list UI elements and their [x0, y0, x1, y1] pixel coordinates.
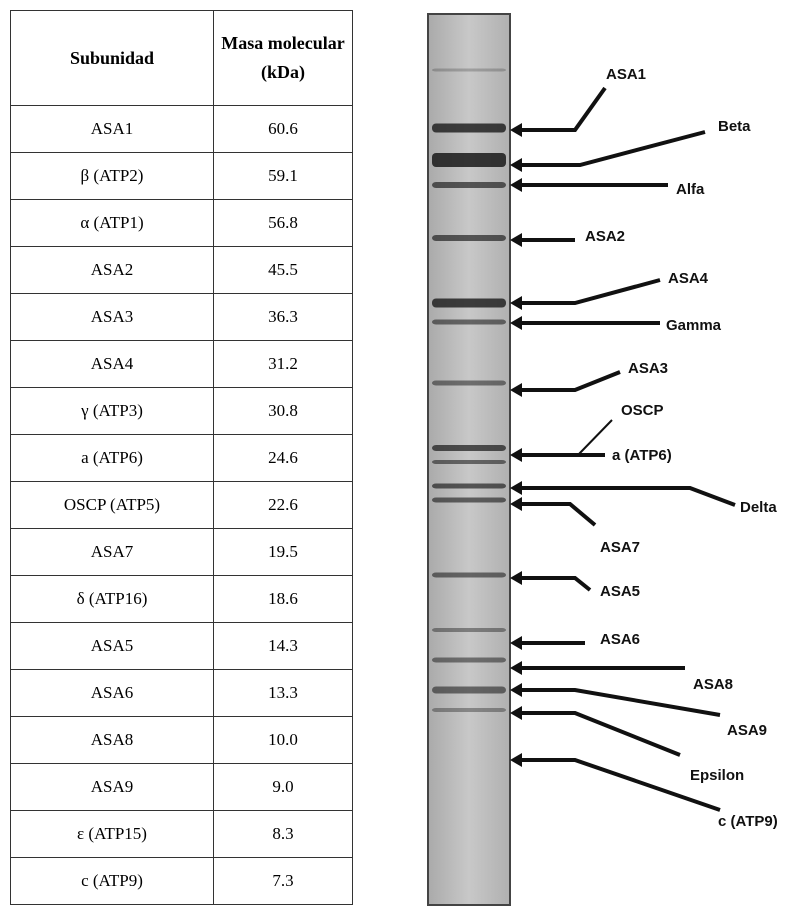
gel-band	[432, 708, 506, 712]
gel-label: Gamma	[666, 317, 722, 334]
gel-band	[432, 445, 506, 451]
gel-label: Alfa	[676, 181, 705, 198]
gel-label: ASA2	[585, 228, 625, 245]
gel-band	[432, 320, 506, 325]
gel-label: OSCP	[621, 402, 664, 419]
arrow-head	[510, 706, 522, 720]
gel-label: ASA3	[628, 360, 668, 377]
arrow-line	[518, 372, 620, 390]
arrow-head	[510, 383, 522, 397]
arrow-line	[518, 713, 680, 755]
arrow-head	[510, 233, 522, 247]
gel-band	[432, 182, 506, 188]
arrow-head	[510, 178, 522, 192]
arrow-line	[518, 88, 605, 130]
gel-band	[432, 687, 506, 694]
gel-label: ASA4	[668, 270, 709, 287]
arrow-head	[510, 571, 522, 585]
gel-label: Epsilon	[690, 767, 744, 784]
gel-label: ASA8	[693, 676, 733, 693]
arrow-head	[510, 661, 522, 675]
gel-label: Delta	[740, 499, 777, 516]
gel-band	[432, 628, 506, 632]
gel-label: Beta	[718, 118, 751, 135]
gel-band	[432, 484, 506, 489]
arrow-head	[510, 636, 522, 650]
gel-figure: ASA1 Beta Alfa ASA2 ASA4 Gamma ASA3 OSCP a (ATP6…	[0, 0, 804, 909]
gel-band	[432, 124, 506, 133]
arrow-line	[518, 280, 660, 303]
arrow-head	[510, 753, 522, 767]
arrow-head	[510, 296, 522, 310]
arrow-head	[510, 683, 522, 697]
gel-lane	[428, 14, 510, 905]
gel-label: a (ATP6)	[612, 447, 672, 464]
gel-label: c (ATP9)	[718, 813, 778, 830]
arrow-line	[518, 578, 590, 590]
arrow-head	[510, 316, 522, 330]
arrow-line	[518, 504, 595, 525]
gel-band	[432, 299, 506, 308]
gel-band	[432, 235, 506, 241]
page: Subunidad Masa molecular(kDa) ASA160.6β …	[0, 0, 804, 909]
gel-label: ASA6	[600, 631, 640, 648]
gel-label: ASA7	[600, 539, 640, 556]
gel-band	[432, 381, 506, 386]
gel-label: ASA1	[606, 66, 646, 83]
arrow-head	[510, 497, 522, 511]
gel-label: ASA9	[727, 722, 767, 739]
gel-label: ASA5	[600, 583, 640, 600]
gel-band	[432, 460, 506, 464]
gel-band	[432, 69, 506, 72]
gel-band	[432, 658, 506, 663]
gel-band	[432, 573, 506, 578]
gel-band	[432, 498, 506, 503]
pointer-line	[578, 420, 612, 455]
gel-band	[432, 153, 506, 167]
arrow-head	[510, 158, 522, 172]
arrow-line	[518, 132, 705, 165]
arrow-head	[510, 481, 522, 495]
arrow-head	[510, 448, 522, 462]
arrow-head	[510, 123, 522, 137]
